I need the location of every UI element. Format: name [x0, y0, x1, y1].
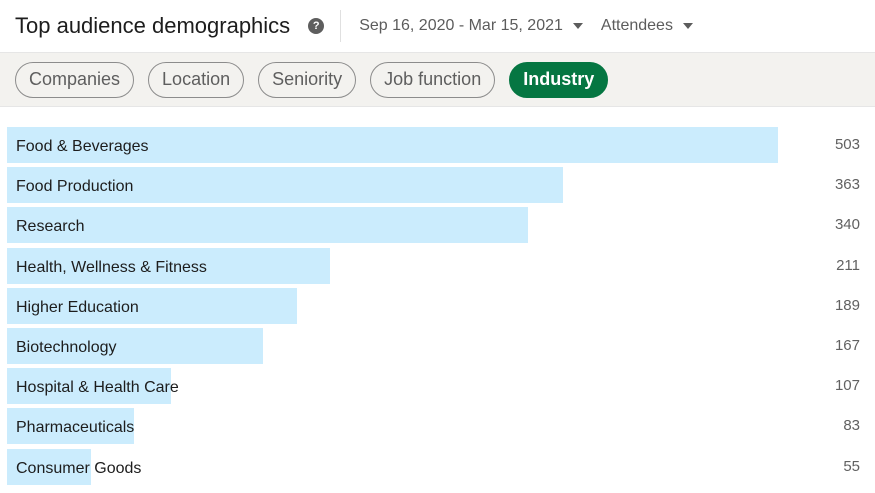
bar-label: Pharmaceuticals — [16, 419, 135, 437]
bar-value: 211 — [836, 256, 860, 274]
bar — [7, 247, 330, 284]
bar-row: Research 340 — [0, 207, 875, 247]
bar — [7, 207, 528, 244]
bar-value: 503 — [834, 136, 860, 153]
tab-job-function[interactable]: Job function — [370, 61, 496, 98]
help-icon[interactable]: ? — [308, 18, 325, 34]
tab-location[interactable]: Location — [148, 61, 245, 98]
industry-bar-chart: Food & Beverages 503 Food Production 363 Res… — [0, 107, 875, 489]
chevron-down-icon — [682, 23, 693, 29]
bar-label: Biotechnology — [16, 338, 117, 356]
page-title: Top audience demographics — [15, 13, 291, 38]
date-range-dropdown[interactable]: Sep 16, 2020 - Mar 15, 2021 — [359, 17, 583, 35]
bar — [7, 327, 263, 364]
demographics-header: Top audience demographics ? Sep 16, 2020… — [0, 0, 875, 52]
bar-row: Hospital & Health Care 107 — [0, 368, 875, 408]
bar-row: Higher Education 189 — [0, 287, 875, 328]
bar-value: 340 — [834, 216, 860, 234]
bar-value: 167 — [834, 336, 860, 354]
bar-label: Higher Education — [16, 298, 139, 316]
audience-filter-label: Attendees — [600, 17, 673, 34]
demographic-tabs: Companies Location Seniority Job functio… — [0, 52, 875, 107]
bar-label: Research — [16, 218, 85, 236]
bar-row: Food Production 363 — [0, 167, 875, 207]
bar-row: Consumer Goods 55 — [0, 448, 875, 489]
tab-seniority[interactable]: Seniority — [258, 61, 357, 98]
bar-value: 363 — [834, 176, 860, 194]
bar-label: Consumer Goods — [16, 459, 142, 477]
bar — [7, 448, 91, 485]
chevron-down-icon — [572, 23, 583, 29]
header-divider — [340, 10, 342, 42]
bar-label: Food & Beverages — [16, 138, 149, 155]
date-range-label: Sep 16, 2020 - Mar 15, 2021 — [359, 17, 563, 34]
bar — [7, 287, 297, 324]
bar-label: Hospital & Health Care — [16, 379, 179, 397]
bar-row: Pharmaceuticals 83 — [0, 408, 875, 448]
bar-label: Food Production — [16, 178, 134, 196]
bar — [7, 167, 563, 204]
bar-label: Health, Wellness & Fitness — [16, 258, 207, 276]
tab-companies[interactable]: Companies — [15, 61, 135, 98]
audience-filter-dropdown[interactable]: Attendees — [601, 17, 693, 35]
bar-value: 107 — [834, 377, 860, 395]
bar — [7, 127, 778, 163]
bar-row: Food & Beverages 503 — [0, 127, 875, 167]
bar-row: Health, Wellness & Fitness 211 — [0, 247, 875, 288]
bar-value: 189 — [834, 296, 860, 314]
bar-row: Biotechnology 167 — [0, 327, 875, 368]
bar — [7, 408, 134, 445]
tab-industry[interactable]: Industry — [509, 61, 609, 98]
bar-value: 83 — [843, 417, 860, 435]
bar-value: 55 — [843, 457, 860, 475]
bar — [7, 368, 171, 405]
